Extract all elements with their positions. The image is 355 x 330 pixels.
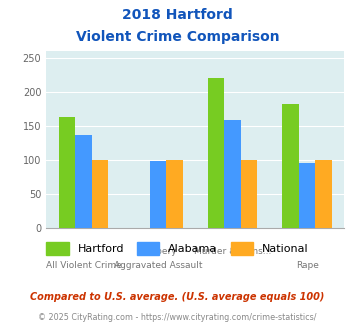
- Bar: [92, 160, 108, 228]
- Text: Murder & Mans...: Murder & Mans...: [194, 247, 271, 256]
- Text: © 2025 CityRating.com - https://www.cityrating.com/crime-statistics/: © 2025 CityRating.com - https://www.city…: [38, 313, 317, 322]
- Bar: [283, 104, 299, 228]
- Bar: [75, 135, 92, 228]
- Bar: [241, 160, 257, 228]
- Bar: [299, 163, 315, 228]
- Bar: [315, 160, 332, 228]
- Text: All Violent Crime: All Violent Crime: [45, 261, 121, 270]
- Bar: [208, 78, 224, 228]
- Bar: [150, 161, 166, 228]
- Text: Aggravated Assault: Aggravated Assault: [114, 261, 202, 270]
- Text: 2018 Hartford: 2018 Hartford: [122, 8, 233, 22]
- Bar: [224, 120, 241, 228]
- Bar: [166, 160, 182, 228]
- Bar: [59, 117, 75, 228]
- Text: Robbery: Robbery: [139, 247, 177, 256]
- Text: Compared to U.S. average. (U.S. average equals 100): Compared to U.S. average. (U.S. average …: [30, 292, 325, 302]
- Text: Rape: Rape: [296, 261, 318, 270]
- Legend: Hartford, Alabama, National: Hartford, Alabama, National: [46, 242, 309, 255]
- Text: Violent Crime Comparison: Violent Crime Comparison: [76, 30, 279, 44]
